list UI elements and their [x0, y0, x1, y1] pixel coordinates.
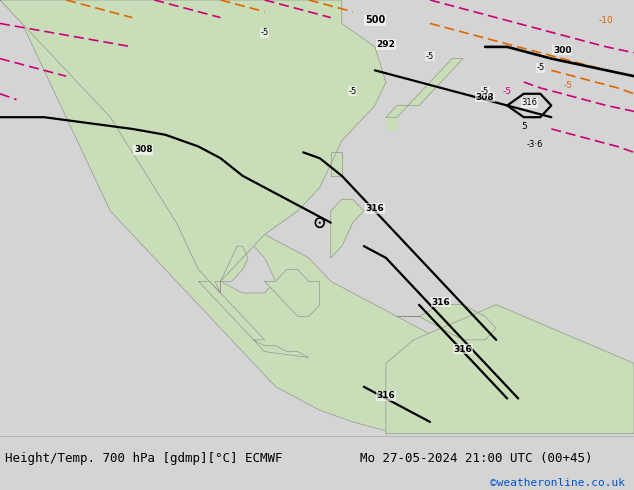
Text: -5: -5 — [349, 87, 357, 96]
Polygon shape — [386, 117, 397, 129]
Text: 500: 500 — [365, 16, 385, 25]
Text: 316: 316 — [454, 344, 472, 354]
Polygon shape — [254, 340, 309, 358]
Polygon shape — [386, 59, 463, 117]
Text: 316: 316 — [366, 204, 384, 213]
Polygon shape — [386, 305, 634, 434]
Text: 5: 5 — [521, 122, 527, 131]
Text: -5: -5 — [426, 51, 434, 61]
Text: 316: 316 — [432, 298, 450, 307]
Polygon shape — [331, 152, 342, 176]
Text: 300: 300 — [553, 46, 572, 55]
Polygon shape — [0, 0, 496, 434]
Text: Height/Temp. 700 hPa [gdmp][°C] ECMWF: Height/Temp. 700 hPa [gdmp][°C] ECMWF — [5, 452, 283, 465]
Text: -5: -5 — [481, 87, 489, 96]
Text: ©weatheronline.co.uk: ©weatheronline.co.uk — [490, 478, 625, 488]
Polygon shape — [264, 270, 320, 317]
Polygon shape — [331, 199, 364, 258]
Text: -5: -5 — [536, 63, 545, 73]
Text: 316: 316 — [521, 98, 537, 107]
Polygon shape — [331, 305, 353, 328]
Text: 308: 308 — [134, 146, 153, 154]
Text: 292: 292 — [377, 40, 396, 49]
Text: -3·6: -3·6 — [527, 140, 543, 148]
Text: Mo 27-05-2024 21:00 UTC (00+45): Mo 27-05-2024 21:00 UTC (00+45) — [360, 452, 593, 465]
Circle shape — [319, 221, 321, 224]
Polygon shape — [0, 0, 386, 293]
Polygon shape — [198, 281, 264, 340]
Text: 316: 316 — [377, 392, 395, 400]
Polygon shape — [215, 246, 248, 293]
Text: -5: -5 — [503, 87, 512, 96]
Text: -5: -5 — [564, 81, 573, 90]
Text: -5: -5 — [261, 28, 269, 37]
Text: 308: 308 — [476, 93, 495, 101]
Text: -10: -10 — [599, 17, 614, 25]
Polygon shape — [397, 305, 496, 340]
